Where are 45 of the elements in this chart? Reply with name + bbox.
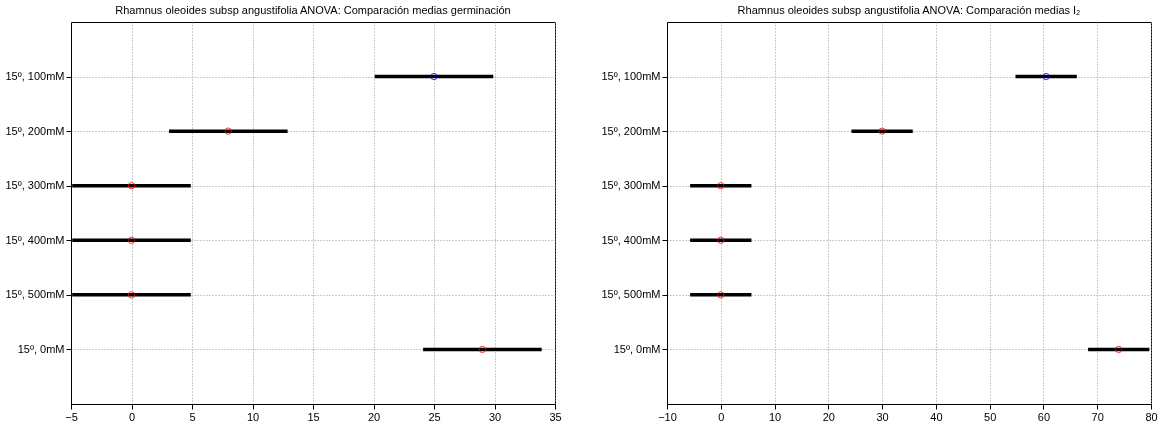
point: [127, 182, 136, 190]
point: [717, 182, 725, 190]
x-tick-label: 50: [984, 410, 997, 423]
x-tick-label: 0: [718, 410, 725, 423]
y-tick-label: 15º, 100mM: [601, 70, 661, 83]
point: [127, 236, 136, 244]
point: [224, 127, 232, 135]
point: [717, 236, 725, 244]
x-tick-label: 60: [1037, 410, 1051, 423]
x-tick-label: −10: [658, 410, 677, 423]
x-tick-label: 20: [367, 410, 381, 423]
x-tick-label: 25: [428, 410, 441, 423]
x-tick-label: 30: [488, 410, 502, 423]
y-tick-label: 15º, 500mM: [5, 288, 65, 301]
point: [127, 291, 136, 299]
point: [1042, 73, 1050, 81]
x-tick-label: −5: [65, 410, 78, 423]
x-tick-label: 20: [822, 410, 835, 423]
x-tick-label: 10: [246, 410, 260, 423]
x-tick-label: 5: [189, 410, 196, 423]
y-tick-label: 15º, 300mM: [5, 179, 65, 192]
chart-title: Rhamnus oleoides subsp angustifolia ANOVA: Comparación medias I₂: [737, 4, 1081, 16]
y-tick-label: 15º, 100mM: [5, 70, 65, 83]
point: [430, 73, 438, 81]
point: [717, 291, 725, 299]
y-tick-label: 15º, 300mM: [601, 179, 661, 192]
x-tick-label: 15: [307, 410, 320, 423]
y-tick-label: 15º, 0mM: [613, 342, 661, 355]
x-tick-label: 10: [768, 410, 782, 423]
point: [878, 127, 886, 135]
y-tick-label: 15º, 0mM: [17, 342, 65, 355]
x-tick-label: 0: [128, 410, 136, 423]
y-tick-label: 15º, 200mM: [601, 124, 661, 137]
x-tick-label: 80: [1145, 410, 1158, 423]
x-tick-label: 70: [1091, 410, 1104, 423]
y-tick-label: 15º, 400mM: [5, 233, 65, 246]
chart-title: Rhamnus oleoides subsp angustifolia ANOVA: Comparación medias germinación: [115, 4, 511, 16]
x-tick-label: 35: [549, 410, 562, 423]
x-tick-label: 30: [876, 410, 889, 423]
x-tick-label: 40: [930, 410, 943, 423]
point: [478, 345, 486, 353]
y-tick-label: 15º, 400mM: [601, 233, 661, 246]
point: [1115, 345, 1123, 353]
y-tick-label: 15º, 500mM: [601, 288, 661, 301]
y-tick-label: 15º, 200mM: [5, 124, 65, 137]
